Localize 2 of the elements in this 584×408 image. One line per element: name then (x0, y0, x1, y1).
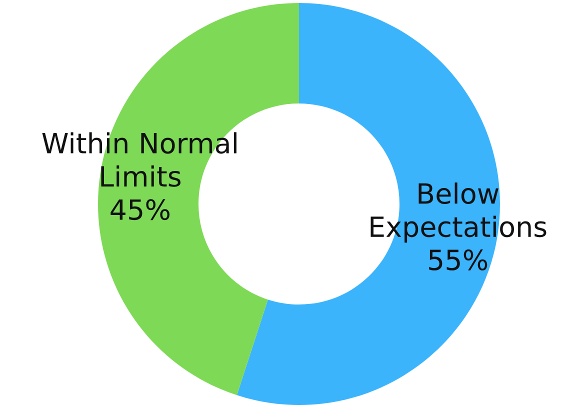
data-label: 45% (110, 199, 170, 220)
data-label: 55% (429, 249, 488, 270)
